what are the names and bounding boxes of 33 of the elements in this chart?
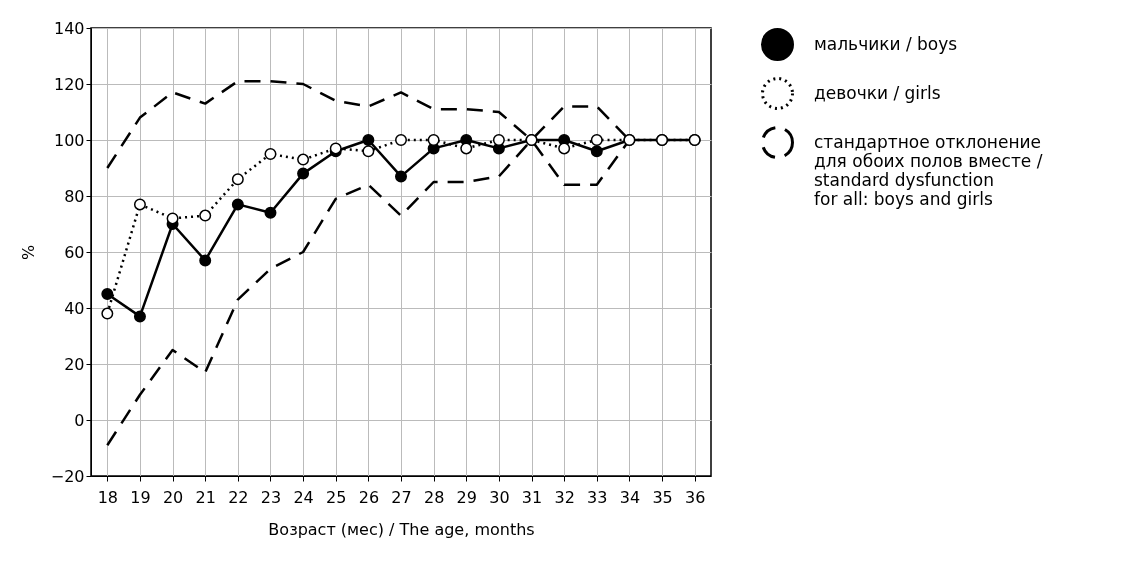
x-tick-label: 33: [587, 487, 608, 507]
x-tick-label: 27: [391, 487, 412, 507]
x-tick-label: 28: [423, 487, 445, 507]
y-tick-label: 0: [74, 410, 85, 430]
x-tick-label: 18: [97, 487, 118, 507]
y-tick-label: 60: [64, 242, 85, 262]
y-tick-label: −20: [50, 466, 85, 486]
y-tick-label: 120: [53, 74, 85, 94]
x-tick-label: 34: [619, 487, 641, 507]
x-tick-label: 23: [260, 487, 282, 507]
y-tick-label: 80: [64, 186, 85, 206]
y-tick-label: 40: [64, 298, 85, 318]
x-tick-label: 35: [652, 487, 673, 507]
legend-label: мальчики / boys: [814, 33, 958, 54]
y-tick-label: 20: [64, 354, 85, 374]
x-tick-label: 30: [489, 487, 510, 507]
x-tick-label: 31: [521, 487, 543, 507]
x-axis-title: Возраст (мес) / The age, months: [268, 519, 535, 539]
x-tick-label: 36: [685, 487, 706, 507]
y-tick-label: 140: [53, 18, 85, 38]
x-tick-label: 20: [162, 487, 184, 507]
y-axis-title: %: [18, 244, 38, 261]
x-tick-label: 21: [195, 487, 216, 507]
x-tick-label: 24: [293, 487, 314, 507]
x-tick-label: 22: [228, 487, 249, 507]
x-tick-label: 32: [554, 487, 575, 507]
x-tick-label: 29: [456, 487, 477, 507]
x-tick-label: 19: [130, 487, 151, 507]
legend-label: девочки / girls: [814, 82, 941, 103]
x-tick-label: 26: [358, 487, 380, 507]
x-tick-label: 25: [326, 487, 347, 507]
legend-label: стандартное отклонение для обоих полов вместе / standard dysfunction for all: boys and girls: [814, 131, 1043, 209]
y-tick-label: 100: [53, 130, 85, 150]
